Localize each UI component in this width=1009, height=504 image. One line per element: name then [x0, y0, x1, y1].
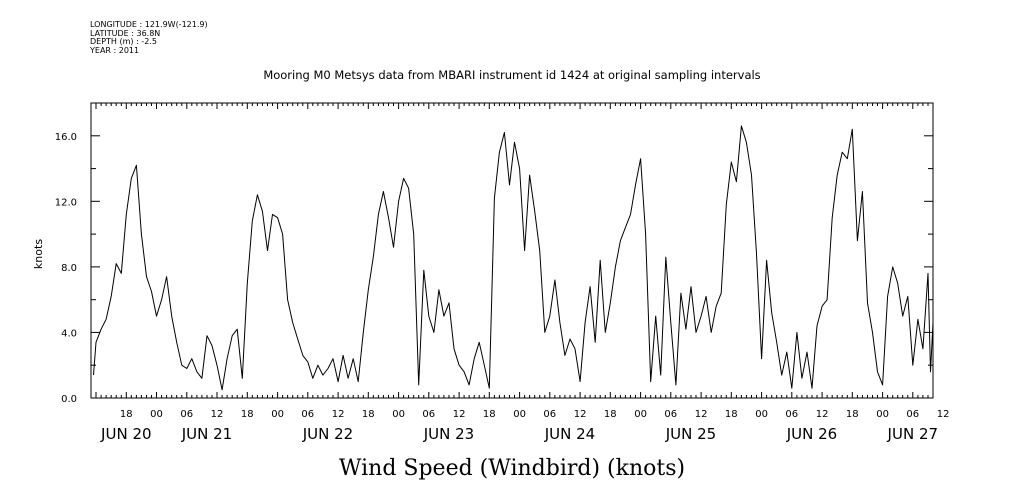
- x-hour-label: 00: [513, 409, 526, 420]
- chart-title: Mooring M0 Metsys data from MBARI instru…: [263, 68, 760, 82]
- x-hour-label: 18: [362, 409, 375, 420]
- x-hour-label: 18: [604, 409, 617, 420]
- x-hour-label: 12: [816, 409, 829, 420]
- x-hour-label: 18: [846, 409, 859, 420]
- x-hour-label: 12: [332, 409, 345, 420]
- x-day-label: JUN 20: [100, 425, 151, 443]
- x-day-label: JUN 27: [887, 425, 938, 443]
- x-axis: 18 00 06 12 18 00 06 12 18 00 06 12 18 00 06 12 18 00 06 12…: [90, 103, 950, 443]
- x-hour-label: 06: [180, 409, 193, 420]
- x-hour-label: 06: [422, 409, 435, 420]
- y-axis-label: knots: [32, 239, 45, 269]
- x-day-label: JUN 22: [302, 425, 353, 443]
- wind-speed-series-line: [93, 125, 934, 391]
- x-hour-label: 00: [150, 409, 163, 420]
- x-hour-label: 12: [453, 409, 466, 420]
- x-hour-label: 06: [906, 409, 919, 420]
- x-hour-label: 18: [120, 409, 133, 420]
- x-hour-label: 00: [876, 409, 889, 420]
- x-hour-label: 06: [785, 409, 798, 420]
- x-hour-label: 12: [695, 409, 708, 420]
- x-day-label: JUN 24: [544, 425, 595, 443]
- x-hour-label: 18: [725, 409, 738, 420]
- x-day-label: JUN 21: [181, 425, 232, 443]
- latitude-label: LATITUDE : 36.8N: [90, 28, 161, 38]
- plot-frame: [90, 102, 934, 399]
- x-day-label: JUN 23: [423, 425, 474, 443]
- x-hour-label: 12: [574, 409, 587, 420]
- y-tick-label: 16.0: [55, 132, 77, 143]
- x-day-label: JUN 25: [665, 425, 716, 443]
- x-axis-label: Wind Speed (Windbird) (knots): [339, 456, 685, 481]
- x-hour-label: 00: [392, 409, 405, 420]
- longitude-label: LONGITUDE : 121.9W(-121.9): [90, 20, 208, 29]
- x-hour-label: 18: [241, 409, 254, 420]
- x-hour-label: 12: [211, 409, 224, 420]
- x-hour-label: 00: [271, 409, 284, 420]
- x-hour-label: 18: [483, 409, 496, 420]
- year-label: YEAR : 2011: [90, 45, 140, 55]
- x-hour-label: 06: [543, 409, 556, 420]
- y-tick-label: 0.0: [61, 394, 77, 405]
- x-hour-label: 12: [937, 409, 950, 420]
- location-metadata: LONGITUDE : 121.9W(-121.9) LATITUDE : 36…: [90, 20, 208, 55]
- y-axis: 0.0 4.0 8.0 12.0 16.0: [55, 102, 933, 405]
- x-hour-label: 06: [301, 409, 314, 420]
- x-hour-label: 06: [664, 409, 677, 420]
- x-hour-label: 00: [755, 409, 768, 420]
- depth-label: DEPTH (m) : -2.5: [90, 37, 157, 47]
- x-hour-label: 00: [634, 409, 647, 420]
- y-tick-label: 12.0: [55, 197, 77, 208]
- x-day-label: JUN 26: [786, 425, 837, 443]
- y-tick-label: 8.0: [61, 263, 77, 274]
- y-tick-label: 4.0: [61, 328, 77, 339]
- series-group: [93, 125, 934, 391]
